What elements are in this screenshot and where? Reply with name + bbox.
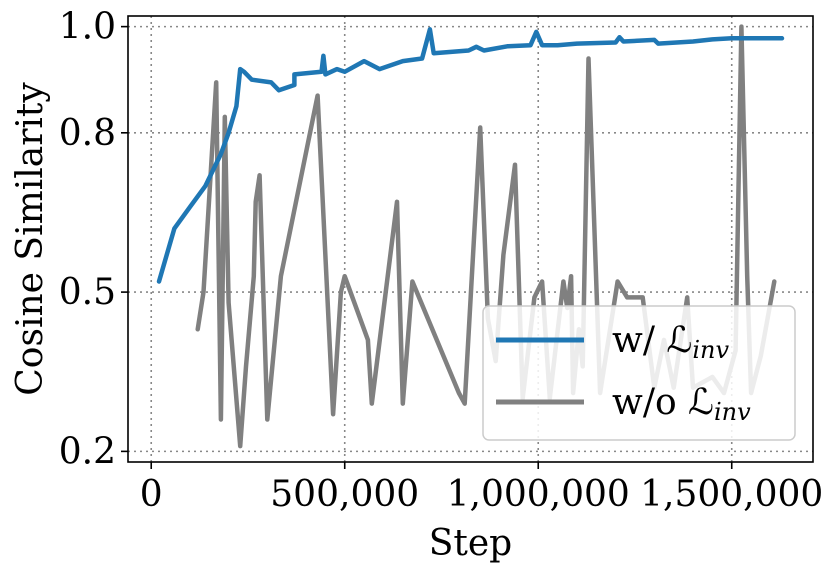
- legend-label-without-inv-sub: inv: [714, 398, 751, 426]
- legend-label-without-inv-main: w/o ℒ: [612, 382, 714, 423]
- y-tick-label: 0.2: [59, 431, 116, 472]
- x-tick-label: 0: [140, 474, 163, 515]
- x-tick-label: 1,000,000: [447, 474, 630, 515]
- x-tick-label: 500,000: [270, 474, 419, 515]
- x-tick-label: 1,500,000: [640, 474, 823, 515]
- plot-frame: [127, 15, 814, 463]
- y-tick-label: 1.0: [59, 7, 116, 48]
- legend-label-without-inv: w/o ℒinv: [612, 382, 751, 426]
- y-tick-label: 0.5: [59, 272, 116, 313]
- legend-label-with-inv-sub: inv: [692, 336, 729, 364]
- legend: w/ ℒinv w/o ℒinv: [482, 305, 796, 441]
- x-axis-title: Step: [429, 523, 512, 564]
- y-axis-title: Cosine Similarity: [10, 82, 51, 396]
- grid: [128, 16, 813, 462]
- legend-label-with-inv: w/ ℒinv: [612, 320, 729, 364]
- y-tick-label: 0.8: [59, 113, 116, 154]
- axis-ticks: 0 500,000 1,000,000 1,500,000 0.2 0.5 0.8 1.0: [59, 7, 824, 515]
- legend-label-with-inv-main: w/ ℒ: [612, 320, 692, 361]
- series-line-with-inv: [156, 27, 785, 284]
